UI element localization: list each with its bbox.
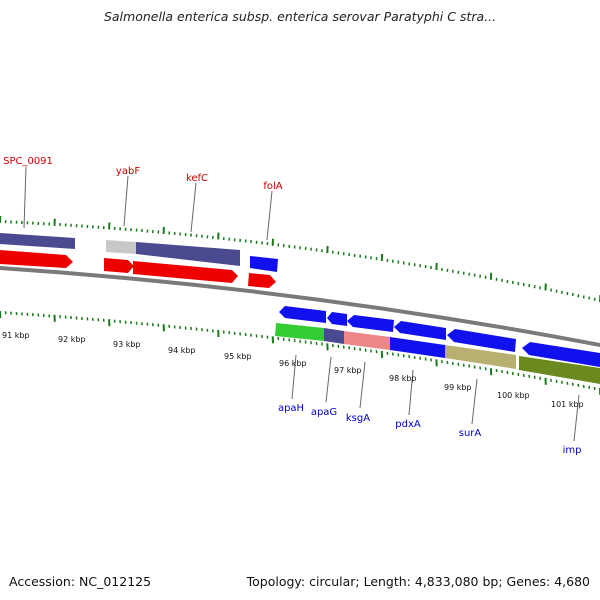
feature-pdxa-cog (390, 337, 445, 358)
gene-label-spc0091: SPC_0091 (3, 156, 53, 167)
feature-yabf-cog (106, 240, 136, 254)
gene-label-yabf: yabF (116, 166, 140, 177)
feature-ksga-cog (344, 331, 390, 350)
feature-spc0091-cds (0, 250, 73, 268)
kbp-scale-labels: 91 kbp 92 kbp 93 kbp 94 kbp 95 kbp 96 kb… (2, 331, 584, 409)
topology-text: Topology: circular; Length: 4,833,080 bp… (246, 574, 590, 589)
gene-label-imp: imp (563, 445, 582, 456)
kbp-label-101: 101 kbp (551, 400, 584, 409)
kbp-label-91: 91 kbp (2, 331, 30, 340)
feature-ksga-cds (347, 315, 394, 332)
feature-apah-cds (279, 306, 326, 323)
feature-yabf-cds (104, 258, 134, 273)
feature-kefc-cog (136, 242, 240, 266)
kbp-label-96: 96 kbp (279, 359, 307, 368)
kbp-label-94: 94 kbp (168, 346, 196, 355)
feature-fola-cog (250, 256, 278, 272)
kbp-label-95: 95 kbp (224, 352, 252, 361)
kbp-label-97: 97 kbp (334, 366, 362, 375)
feature-pdxa-cds (394, 321, 446, 340)
gene-label-kefc: kefC (186, 173, 208, 184)
feature-sura-cds (447, 329, 516, 352)
gene-label-apah: apaH (278, 403, 304, 414)
map-title: Salmonella enterica subsp. enterica sero… (103, 9, 497, 24)
kbp-label-100: 100 kbp (497, 391, 530, 400)
label-leaders (23, 166, 580, 442)
feature-apag-cog (324, 328, 344, 344)
kbp-label-99: 99 kbp (444, 383, 472, 392)
kbp-label-92: 92 kbp (58, 335, 86, 344)
gene-label-apag: apaG (311, 407, 337, 418)
accession-text: Accession: NC_012125 (9, 574, 152, 589)
feature-kefc-cds (133, 261, 238, 283)
feature-imp-cds (522, 342, 600, 367)
feature-apah-cog (275, 323, 324, 341)
feature-imp-cog (519, 356, 600, 384)
kbp-label-98: 98 kbp (389, 374, 417, 383)
gene-label-sura: surA (459, 428, 482, 439)
feature-fola-cds (248, 273, 276, 288)
backbone (0, 266, 600, 347)
kbp-label-93: 93 kbp (113, 340, 141, 349)
outer-tick-ring (0, 215, 600, 302)
gene-label-ksga: ksgA (346, 413, 370, 424)
gene-label-pdxa: pdxA (395, 419, 421, 430)
feature-apag-cds (327, 312, 347, 326)
feature-spc0091-cog (0, 233, 75, 249)
feature-sura-cog (445, 345, 516, 369)
gene-label-fola: folA (263, 181, 282, 192)
inner-tick-ring (0, 310, 600, 396)
